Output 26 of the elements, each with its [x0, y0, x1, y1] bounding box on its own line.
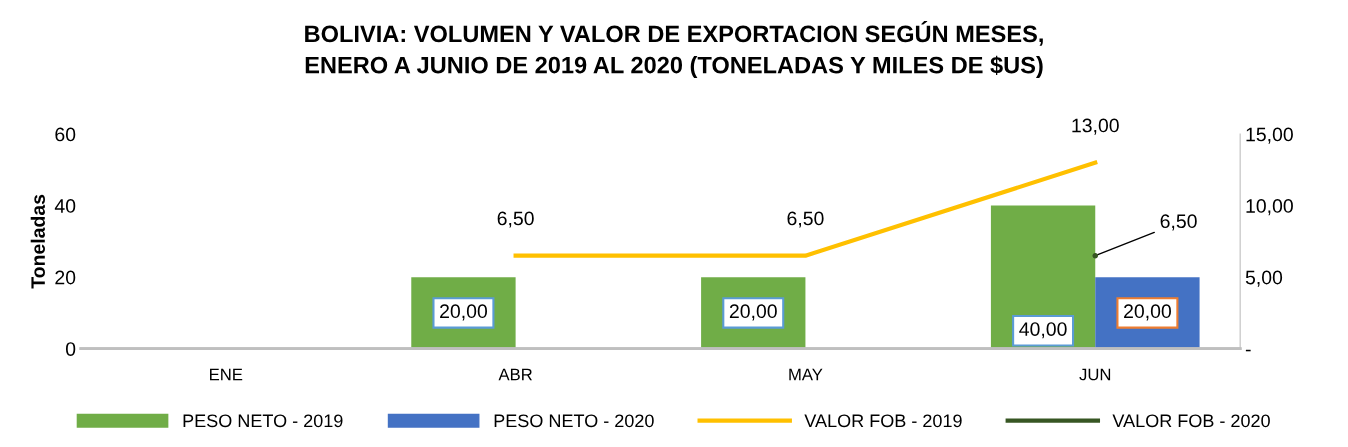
legend-label: VALOR FOB - 2020 — [1112, 414, 1270, 428]
chart-title: BOLIVIA: VOLUMEN Y VALOR DE EXPORTACION SEGÚN MESES, ENERO A JUNIO DE 2019 AL 2020 (TONELADAS Y MILES DE $US) — [305, 21, 1043, 79]
legend-label: VALOR FOB - 2019 — [804, 414, 962, 428]
legend-label: PESO NETO - 2020 — [494, 414, 654, 428]
y-tick-label: 20 — [55, 270, 76, 285]
data-label: 6,50 — [497, 211, 534, 228]
y2-tick-label: 10,00 — [1246, 199, 1293, 216]
x-tick-label: ENE — [210, 368, 243, 381]
data-label: 6,50 — [1160, 214, 1197, 231]
data-label: 20,00 — [729, 304, 777, 321]
y-axis-title: Toneladas — [30, 194, 45, 289]
data-label: 20,00 — [1124, 304, 1171, 321]
data-label: 6,50 — [787, 211, 824, 228]
y-tick-label: 40 — [54, 199, 76, 213]
y2-tick-label: - — [1245, 349, 1251, 352]
y-tick-label: 0 — [65, 342, 76, 356]
data-label: 20,00 — [440, 304, 488, 321]
y2-tick-label: 5,00 — [1245, 270, 1283, 287]
legend-label: PESO NETO - 2019 — [183, 414, 343, 428]
x-tick-label: MAY — [789, 368, 823, 381]
data-label: 40,00 — [1019, 322, 1067, 339]
x-tick-label: JUN — [1079, 368, 1111, 381]
y2-tick-label: 15,00 — [1246, 127, 1293, 144]
data-label: 13,00 — [1072, 118, 1119, 135]
y-tick-label: 60 — [55, 127, 76, 142]
x-tick-label: ABR — [498, 368, 532, 381]
